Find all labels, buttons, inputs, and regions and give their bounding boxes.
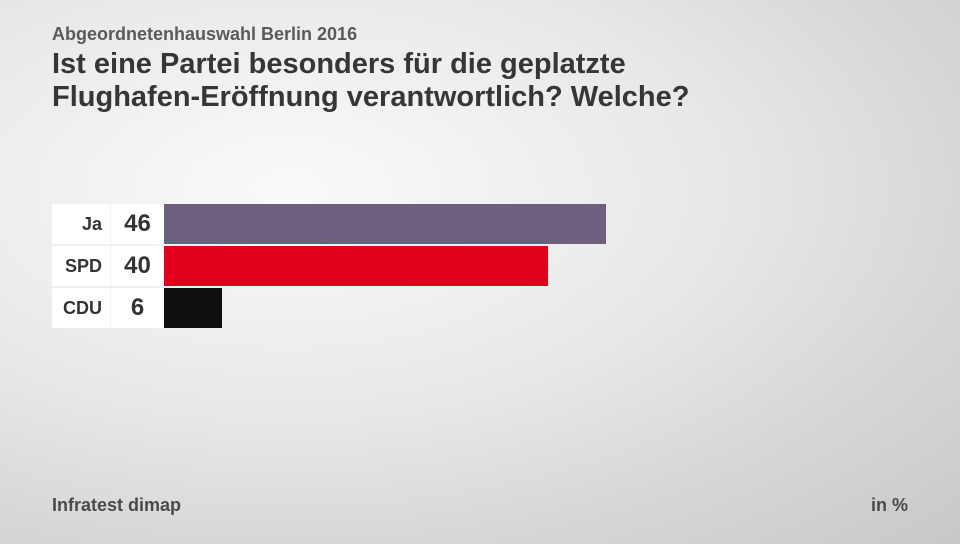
bar-cell: [164, 204, 606, 244]
bar-value: 6: [110, 288, 164, 328]
bar: [164, 246, 548, 286]
bar-chart: Ja 46 SPD 40 CDU 6: [52, 204, 606, 330]
bar: [164, 204, 606, 244]
title-line-1: Ist eine Partei besonders für die geplat…: [52, 48, 626, 80]
bar-value: 46: [110, 204, 164, 244]
bar-row: SPD 40: [52, 246, 606, 286]
chart-title: Ist eine Partei besonders für die geplat…: [52, 48, 689, 115]
bar-label: Ja: [52, 204, 110, 244]
bar: [164, 288, 222, 328]
unit-label: in %: [871, 495, 908, 516]
chart-subtitle: Abgeordnetenhauswahl Berlin 2016: [52, 24, 357, 45]
bar-cell: [164, 288, 222, 328]
source-label: Infratest dimap: [52, 495, 181, 516]
bar-row: Ja 46: [52, 204, 606, 244]
bar-value: 40: [110, 246, 164, 286]
bar-cell: [164, 246, 548, 286]
bar-row: CDU 6: [52, 288, 606, 328]
title-line-2: Flughafen-Eröffnung verantwortlich? Welc…: [52, 81, 689, 113]
bar-label: CDU: [52, 288, 110, 328]
bar-label: SPD: [52, 246, 110, 286]
